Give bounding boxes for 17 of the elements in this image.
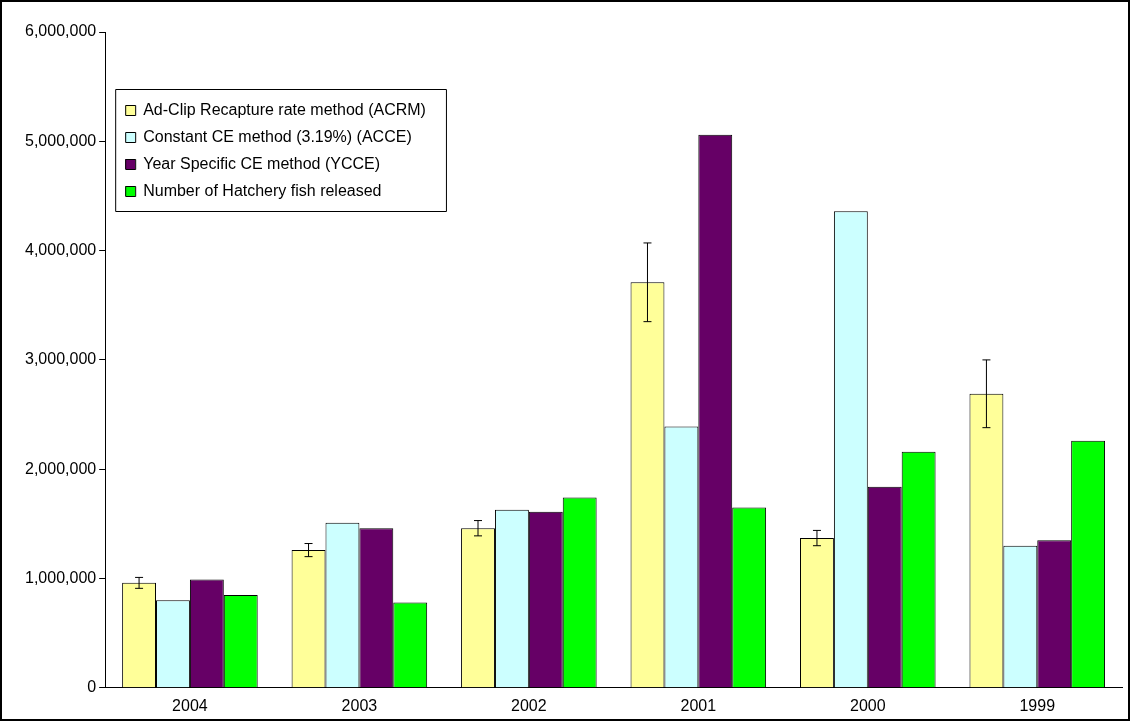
legend-label: Ad-Clip Recapture rate method (ACRM) (143, 101, 426, 119)
y-tick-label: 3,000,000 (24, 350, 97, 368)
x-tick-label: 2000 (850, 696, 886, 714)
y-tick-label: 0 (87, 678, 97, 696)
y-tick-label: 6,000,000 (24, 22, 97, 40)
x-tick-label: 2003 (341, 696, 378, 714)
y-tick-label: 2,000,000 (24, 459, 97, 477)
x-tick-label: 2001 (680, 696, 717, 714)
x-tick-label: 1999 (1019, 696, 1056, 714)
legend-label: Year Specific CE method (YCCE) (143, 155, 381, 173)
y-tick-label: 4,000,000 (24, 241, 97, 259)
y-tick-label: 1,000,000 (24, 568, 97, 586)
x-tick-label: 2002 (511, 696, 547, 714)
legend-label: Number of Hatchery fish released (143, 182, 382, 200)
legend-label: Constant CE method (3.19%) (ACCE) (143, 128, 412, 146)
x-tick-label: 2004 (172, 696, 208, 714)
y-tick-label: 5,000,000 (24, 131, 97, 149)
